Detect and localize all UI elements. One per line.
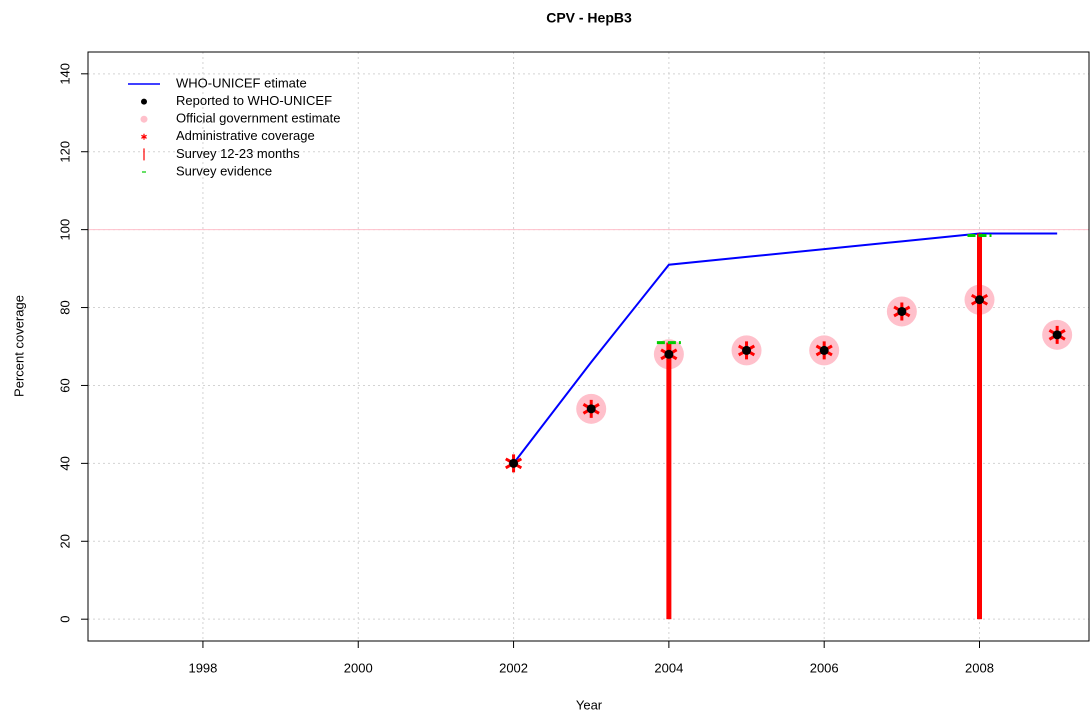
survey-bar <box>666 342 672 620</box>
x-tick-label: 2008 <box>965 660 994 675</box>
y-tick-label: 140 <box>57 63 72 85</box>
y-tick-label: 0 <box>57 616 72 623</box>
x-tick-label: 2000 <box>344 660 373 675</box>
reported-point <box>586 404 596 414</box>
x-tick-label: 2004 <box>654 660 683 675</box>
reported-point <box>509 458 519 468</box>
y-axis-label: Percent coverage <box>11 295 26 397</box>
reported-point <box>664 349 674 359</box>
x-tick-label: 1998 <box>188 660 217 675</box>
legend-label: WHO-UNICEF etimate <box>176 75 307 90</box>
x-axis-label: Year <box>576 697 603 712</box>
reported-point <box>897 306 907 316</box>
chart-title: CPV - HepB3 <box>546 10 632 26</box>
reported-point <box>975 295 985 305</box>
reported-point <box>742 345 752 355</box>
survey-bar <box>977 233 983 620</box>
legend-label: Reported to WHO-UNICEF <box>176 93 332 108</box>
legend-label: Official government estimate <box>176 111 341 126</box>
legend-swatch <box>140 115 148 123</box>
y-tick-label: 40 <box>57 456 72 470</box>
reported-point <box>1052 330 1062 340</box>
legend-swatch <box>141 133 147 140</box>
y-tick-label: 60 <box>57 378 72 392</box>
estimate-line <box>512 232 1058 464</box>
x-tick-label: 2002 <box>499 660 528 675</box>
legend-label: Survey evidence <box>176 163 272 178</box>
legend-label: Survey 12-23 months <box>176 146 300 161</box>
plot-frame <box>87 51 1090 642</box>
y-tick-label: 100 <box>57 219 72 241</box>
y-tick-label: 120 <box>57 141 72 163</box>
legend-swatch <box>141 98 147 105</box>
x-tick-label: 2006 <box>810 660 839 675</box>
reported-point <box>819 345 829 355</box>
y-tick-label: 80 <box>57 300 72 314</box>
legend-label: Administrative coverage <box>176 128 315 143</box>
y-tick-label: 20 <box>57 534 72 548</box>
